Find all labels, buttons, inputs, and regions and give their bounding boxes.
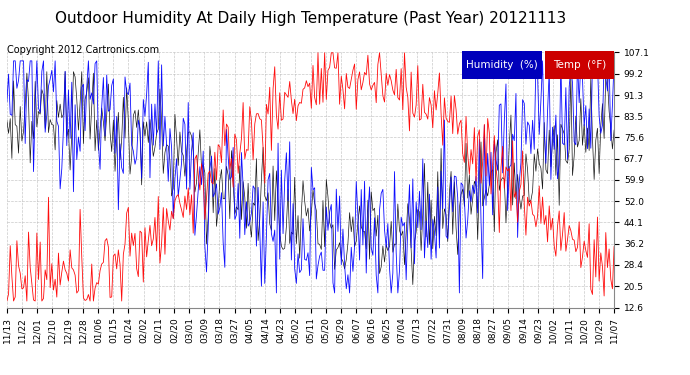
Text: Temp  (°F): Temp (°F) (553, 60, 607, 70)
Text: Humidity  (%): Humidity (%) (466, 60, 538, 70)
Text: Outdoor Humidity At Daily High Temperature (Past Year) 20121113: Outdoor Humidity At Daily High Temperatu… (55, 11, 566, 26)
Text: Copyright 2012 Cartronics.com: Copyright 2012 Cartronics.com (7, 45, 159, 55)
